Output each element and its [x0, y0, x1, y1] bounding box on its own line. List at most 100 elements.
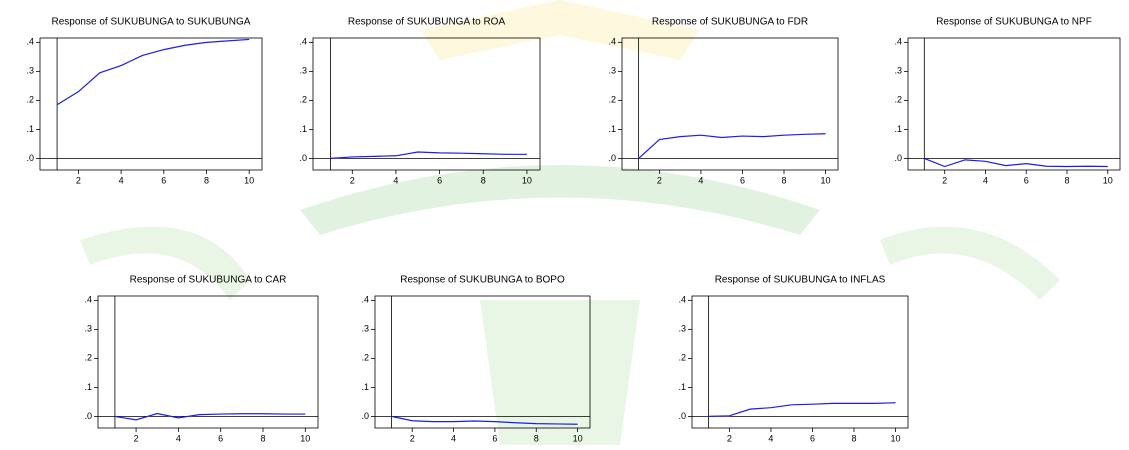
x-tick-label: 2 [727, 433, 732, 443]
plot-frame [374, 295, 591, 429]
panel-title: Response of SUKUBUNGA to BOPO [400, 275, 565, 286]
x-tick-label: 2 [350, 175, 355, 185]
x-tick-label: 8 [260, 433, 265, 443]
x-tick-label: 8 [851, 433, 856, 443]
y-tick-label: .0 [678, 411, 686, 421]
x-tick-label: 10 [1103, 175, 1113, 185]
y-tick-label: .1 [26, 124, 34, 134]
watermark-shape [80, 226, 250, 300]
x-tick-label: 10 [891, 433, 901, 443]
y-tick-label: .3 [894, 66, 902, 76]
y-tick-label: .0 [894, 153, 902, 163]
x-tick-label: 4 [983, 175, 988, 185]
x-tick-label: 8 [204, 175, 209, 185]
watermark-shape [480, 300, 640, 445]
plot-frame [97, 295, 319, 429]
y-tick-label: .1 [84, 382, 92, 392]
plot-frame [39, 37, 263, 171]
y-tick-label: .3 [26, 66, 34, 76]
y-tick-label: .2 [608, 95, 616, 105]
x-tick-label: 4 [119, 175, 124, 185]
y-tick-label: .2 [299, 95, 307, 105]
panel-title: Response of SUKUBUNGA to INFLAS [715, 275, 886, 286]
x-tick-label: 10 [522, 175, 532, 185]
watermark-shape [880, 226, 1060, 300]
y-tick-label: .3 [361, 324, 369, 334]
y-tick-label: .4 [84, 295, 92, 305]
x-tick-label: 6 [492, 433, 497, 443]
y-tick-label: .2 [894, 95, 902, 105]
panel: Response of SUKUBUNGA to NPF .0 .1 .2 .3 .4 2 4… [894, 17, 1121, 185]
x-tick-label: 8 [534, 433, 539, 443]
response-line [708, 402, 896, 417]
x-tick-label: 2 [76, 175, 81, 185]
response-line [391, 415, 578, 425]
y-tick-label: .1 [299, 124, 307, 134]
y-tick-label: .1 [608, 124, 616, 134]
y-tick-label: .3 [299, 66, 307, 76]
x-tick-label: 2 [134, 433, 139, 443]
x-tick-label: 6 [437, 175, 442, 185]
plot-frame [621, 37, 839, 171]
y-tick-label: .4 [608, 37, 616, 47]
y-tick-label: .1 [894, 124, 902, 134]
x-tick-label: 6 [218, 433, 223, 443]
x-tick-label: 8 [1064, 175, 1069, 185]
x-tick-label: 4 [768, 433, 773, 443]
x-tick-label: 10 [573, 433, 583, 443]
y-tick-label: .4 [26, 37, 34, 47]
panel: Response of SUKUBUNGA to ROA .0 .1 .2 .3 .4 2 4… [299, 17, 541, 185]
watermark-shape [420, 0, 700, 60]
x-tick-label: 2 [942, 175, 947, 185]
x-tick-label: 2 [410, 433, 415, 443]
response-line [114, 412, 306, 421]
y-tick-label: .0 [26, 153, 34, 163]
response-line [56, 38, 250, 106]
y-tick-label: .0 [608, 153, 616, 163]
plot-frame [691, 295, 909, 429]
x-tick-label: 6 [161, 175, 166, 185]
x-tick-label: 6 [1024, 175, 1029, 185]
x-tick-label: 4 [176, 433, 181, 443]
y-tick-label: .2 [26, 95, 34, 105]
panel: Response of SUKUBUNGA to CAR .0 .1 .2 .3 .4 2 4… [84, 275, 319, 443]
plot-frame [907, 37, 1121, 171]
response-line [638, 133, 826, 159]
x-tick-label: 4 [393, 175, 398, 185]
y-tick-label: .2 [361, 353, 369, 363]
x-tick-label: 2 [657, 175, 662, 185]
y-tick-label: .4 [894, 37, 902, 47]
x-tick-label: 10 [821, 175, 831, 185]
panel: Response of SUKUBUNGA to INFLAS .0 .1 .2 .3.… [678, 275, 909, 443]
y-tick-label: .4 [361, 295, 369, 305]
panel: Response of SUKUBUNGA to FDR .0 .1 .2 .3 .4 2 4… [608, 17, 839, 185]
watermark-arc [300, 165, 820, 235]
y-tick-label: .1 [678, 382, 686, 392]
y-tick-label: .3 [608, 66, 616, 76]
response-line [330, 151, 527, 159]
x-tick-label: 8 [481, 175, 486, 185]
y-tick-label: .3 [678, 324, 686, 334]
panel: Response of SUKUBUNGA to SUKUBUNGA .0 .1 .2… [26, 17, 263, 185]
x-tick-label: 4 [451, 433, 456, 443]
x-tick-label: 8 [781, 175, 786, 185]
panel-title: Response of SUKUBUNGA to CAR [130, 275, 287, 286]
y-tick-label: .4 [678, 295, 686, 305]
x-tick-label: 10 [244, 175, 254, 185]
y-tick-label: .4 [299, 37, 307, 47]
watermark [80, 0, 1060, 445]
x-tick-label: 10 [300, 433, 310, 443]
x-tick-label: 6 [810, 433, 815, 443]
y-tick-label: .0 [299, 153, 307, 163]
y-tick-label: .1 [361, 382, 369, 392]
panel: Response of SUKUBUNGA to BOPO .0 .1 .2 .3 .4 2… [361, 275, 591, 443]
panel-title: Response of SUKUBUNGA to FDR [652, 17, 808, 28]
y-tick-label: .2 [84, 353, 92, 363]
panel-title: Response of SUKUBUNGA to SUKUBUNGA [52, 17, 251, 28]
plot-frame [312, 37, 541, 171]
response-line [924, 157, 1108, 168]
panel-title: Response of SUKUBUNGA to NPF [936, 17, 1092, 28]
y-tick-label: .0 [361, 411, 369, 421]
x-tick-label: 4 [698, 175, 703, 185]
